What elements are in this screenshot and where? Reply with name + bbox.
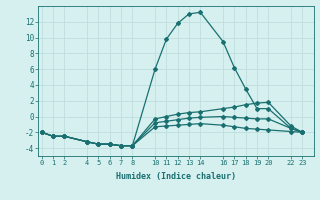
X-axis label: Humidex (Indice chaleur): Humidex (Indice chaleur) [116, 172, 236, 181]
